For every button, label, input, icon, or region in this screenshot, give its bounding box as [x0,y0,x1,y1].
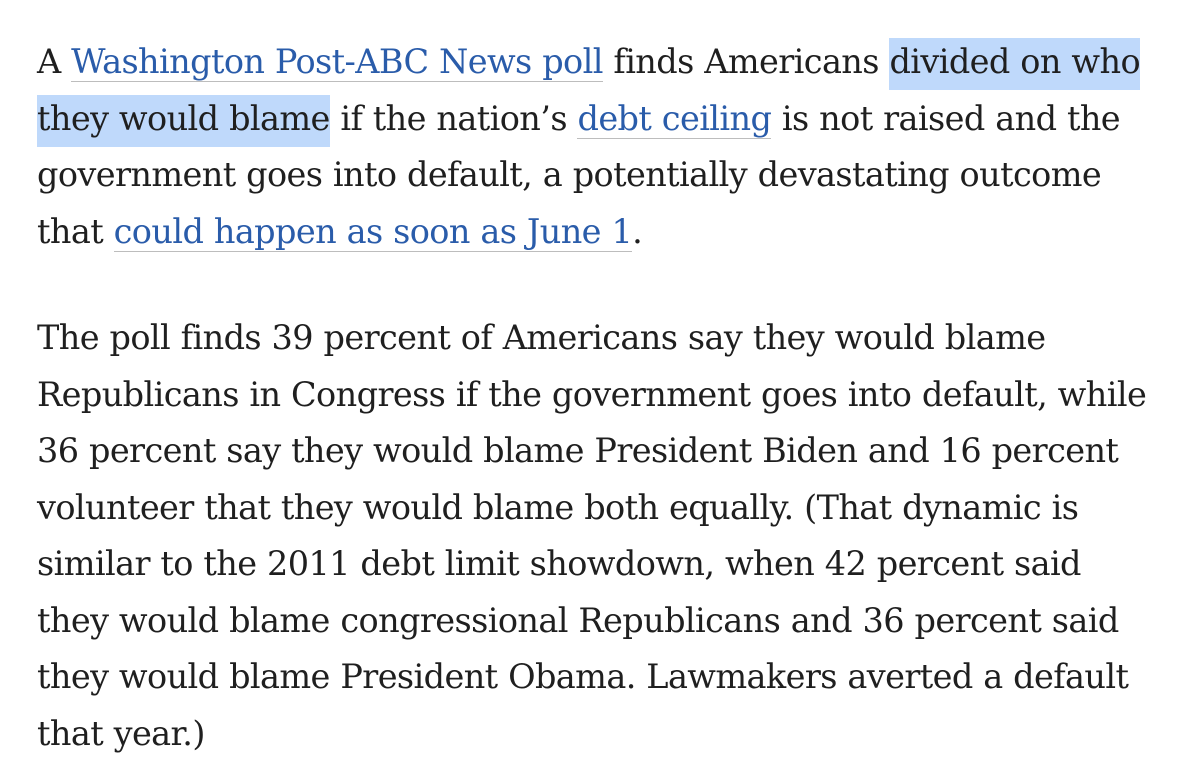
article-paragraph-1: A Washington Post-ABC News poll finds Am… [37,34,1157,260]
paragraph-text: if the nation’s [329,98,578,138]
paragraph-text: A [37,42,72,81]
paragraph-text: . [632,211,643,251]
article-body: A Washington Post-ABC News poll finds Am… [37,34,1157,762]
june-1-default-link[interactable]: could happen as soon as June 1 [113,211,633,252]
article-paragraph-2: The poll finds 39 percent of Americans s… [37,318,1147,753]
paragraph-text: is not raised and the government goes in… [37,98,1121,251]
washington-post-abc-poll-link[interactable]: Washington Post-ABC News poll [71,42,603,82]
debt-ceiling-link[interactable]: debt ceiling [577,98,772,139]
paragraph-text: finds Americans [602,42,890,81]
